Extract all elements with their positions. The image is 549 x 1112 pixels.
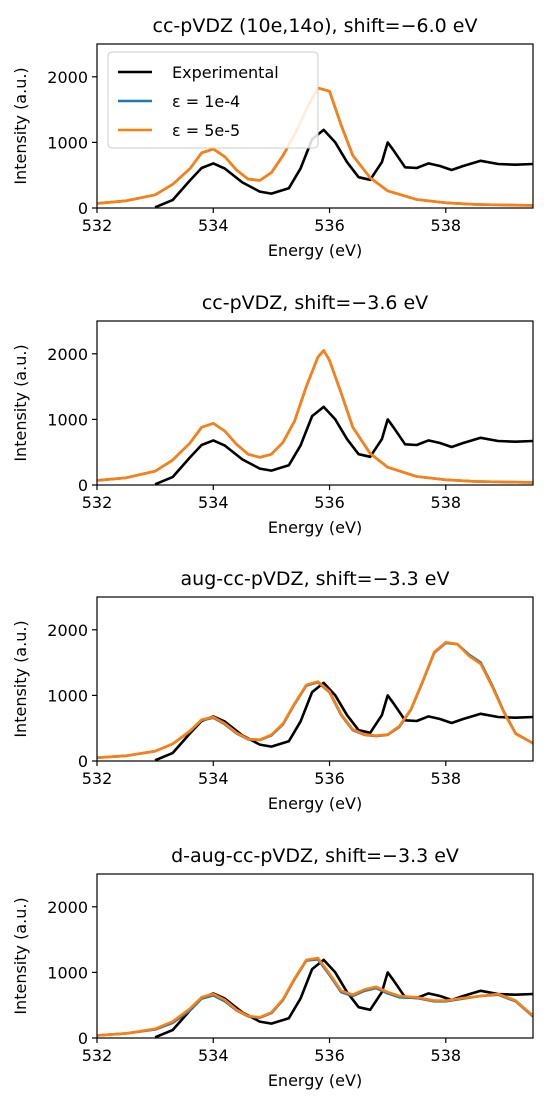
x-axis-label: Energy (eV) — [268, 794, 362, 813]
x-tick-label: 534 — [198, 493, 229, 512]
y-tick-label: 1000 — [47, 410, 88, 429]
series-line-experimental — [154, 405, 533, 485]
series-line-experimental — [154, 681, 533, 761]
panel-1: 532 534 536 538 0 1000 2000 cc-pVDZ (10e,14o), … — [11, 15, 534, 260]
x-tick-label: 532 — [82, 769, 113, 788]
y-axis-label: Intensity (a.u.) — [11, 344, 30, 461]
series-line-eps-5e-5 — [97, 956, 533, 1037]
x-tick-label: 538 — [431, 769, 462, 788]
x-tick-label: 532 — [82, 216, 113, 235]
y-tick-label: 1000 — [47, 686, 88, 705]
y-tick-label: 0 — [78, 752, 88, 771]
panel-title: cc-pVDZ, shift=−3.6 eV — [202, 292, 428, 314]
legend-label: ε = 5e-5 — [172, 121, 240, 140]
x-tick-label: 538 — [431, 493, 462, 512]
panel-title: cc-pVDZ (10e,14o), shift=−6.0 eV — [153, 15, 478, 37]
axes-frame — [96, 596, 534, 762]
y-tick-label: 2000 — [47, 68, 88, 87]
panel-title: aug-cc-pVDZ, shift=−3.3 eV — [181, 568, 450, 590]
x-tick-label: 532 — [82, 493, 113, 512]
axes-frame — [96, 43, 534, 209]
y-tick-label: 0 — [78, 199, 88, 218]
y-tick-label: 1000 — [47, 133, 88, 152]
axes-frame — [96, 873, 534, 1039]
y-axis-label: Intensity (a.u.) — [11, 620, 30, 737]
x-tick-label: 534 — [198, 769, 229, 788]
x-axis-label: Energy (eV) — [268, 518, 362, 537]
panel-4: 532 534 536 538 0 1000 2000 d-aug-cc-pVDZ, shif… — [11, 845, 534, 1090]
x-tick-label: 536 — [314, 1046, 345, 1065]
y-tick-label: 2000 — [47, 621, 88, 640]
x-tick-label: 538 — [431, 1046, 462, 1065]
x-tick-label: 534 — [198, 216, 229, 235]
y-axis-label: Intensity (a.u.) — [11, 897, 30, 1014]
panel-3: 532 534 536 538 0 1000 2000 aug-cc-pVDZ, shift=… — [11, 568, 534, 813]
legend-label: Experimental — [172, 63, 279, 82]
x-axis-label: Energy (eV) — [268, 241, 362, 260]
axes-frame — [96, 320, 534, 486]
legend-label: ε = 1e-4 — [172, 92, 240, 111]
x-tick-label: 532 — [82, 1046, 113, 1065]
legend: Experimental ε = 1e-4 ε = 5e-5 — [107, 51, 319, 149]
x-tick-label: 538 — [431, 216, 462, 235]
y-tick-label: 0 — [78, 476, 88, 495]
x-tick-label: 536 — [314, 493, 345, 512]
y-tick-label: 0 — [78, 1029, 88, 1048]
series-line-experimental — [154, 958, 533, 1038]
x-tick-label: 536 — [314, 769, 345, 788]
series-line-eps-1e-4 — [97, 641, 533, 759]
series-line-experimental — [154, 128, 533, 208]
series-line-eps-5e-5 — [97, 640, 533, 759]
legend-box — [107, 51, 319, 149]
y-tick-label: 2000 — [47, 345, 88, 364]
x-tick-label: 534 — [198, 1046, 229, 1065]
y-tick-label: 2000 — [47, 898, 88, 917]
panel-2: 532 534 536 538 0 1000 2000 cc-pVDZ, shift=−3.6… — [11, 292, 534, 537]
series-line-eps-5e-5 — [97, 349, 533, 484]
y-tick-label: 1000 — [47, 963, 88, 982]
panel-title: d-aug-cc-pVDZ, shift=−3.3 eV — [171, 845, 459, 867]
series-line-eps-1e-4 — [97, 349, 533, 484]
x-tick-label: 536 — [314, 216, 345, 235]
y-axis-label: Intensity (a.u.) — [11, 67, 30, 184]
x-axis-label: Energy (eV) — [268, 1071, 362, 1090]
